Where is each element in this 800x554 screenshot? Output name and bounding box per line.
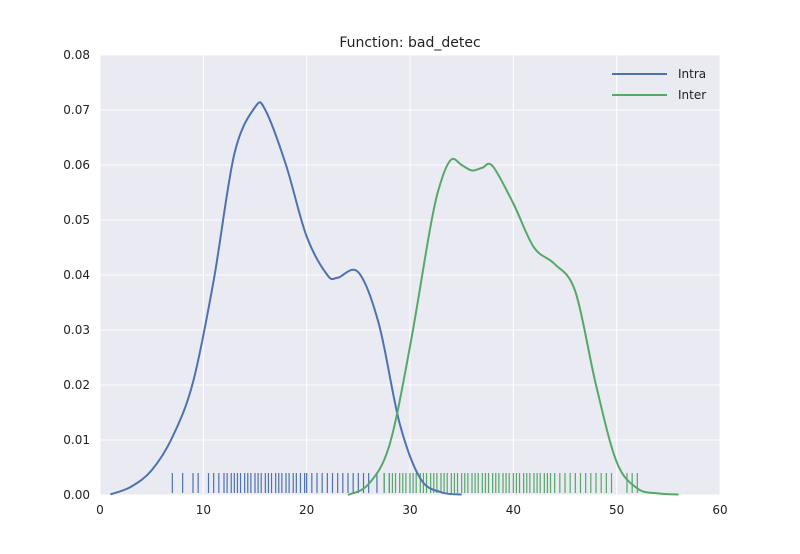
- intra-rug: [171, 473, 390, 493]
- x-tick-label: 30: [402, 503, 417, 517]
- y-tick-label: 0.03: [63, 323, 90, 337]
- y-tick-label: 0.01: [63, 433, 90, 447]
- y-tick-label: 0.02: [63, 378, 90, 392]
- y-tick-label: 0.00: [63, 488, 90, 502]
- x-tick-label: 0: [96, 503, 104, 517]
- y-tick-label: 0.08: [63, 48, 90, 62]
- inter-rug: [383, 473, 638, 493]
- x-tick-label: 20: [299, 503, 314, 517]
- y-tick-label: 0.06: [63, 158, 90, 172]
- y-tick-label: 0.04: [63, 268, 90, 282]
- inter-density-line: [347, 157, 679, 496]
- legend-label-intra: Intra: [678, 67, 706, 81]
- legend-label-inter: Inter: [678, 88, 706, 102]
- intra-density-line: [109, 101, 462, 496]
- plot-area: 0 10 20 30 40 50 60 0.00 0.01 0.02 0.03 0.04 0.05 0.0…: [63, 48, 727, 517]
- x-tick-label: 60: [712, 503, 727, 517]
- y-tick-label: 0.07: [63, 103, 90, 117]
- legend: Intra Inter: [612, 67, 706, 102]
- chart-title: Function: bad_detec: [339, 35, 480, 51]
- x-tick-label: 40: [506, 503, 521, 517]
- x-tick-label: 10: [196, 503, 211, 517]
- x-tick-label: 50: [609, 503, 624, 517]
- y-tick-label: 0.05: [63, 213, 90, 227]
